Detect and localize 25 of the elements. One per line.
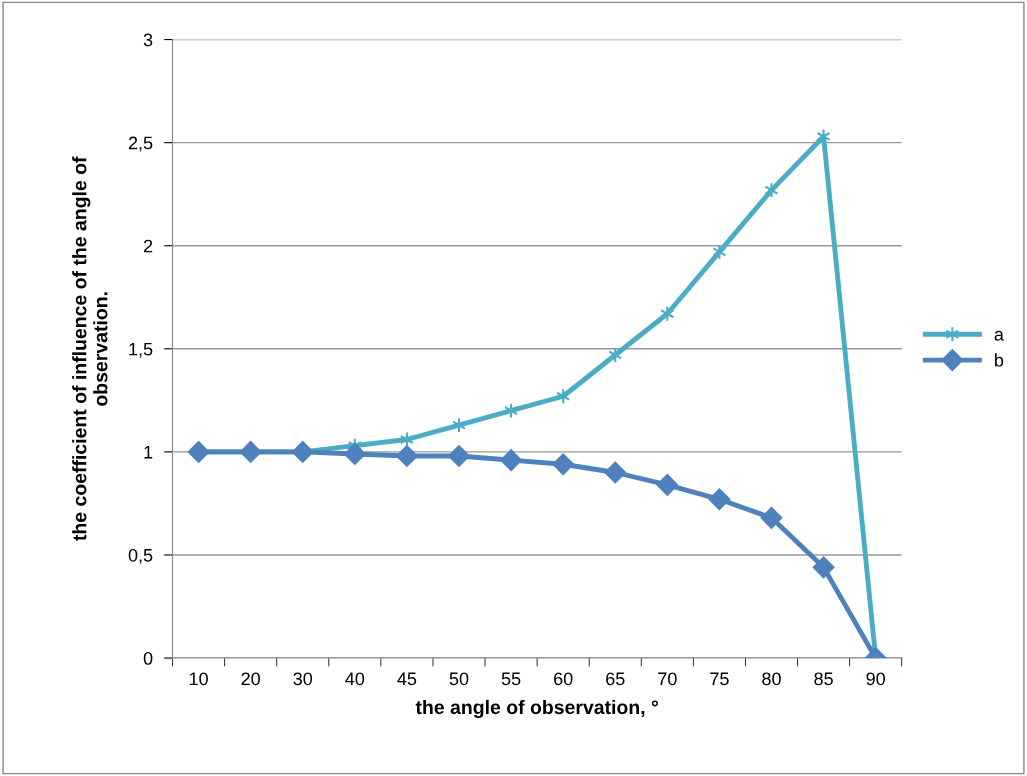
y-tick-label: 0,5 [128,548,153,564]
x-tick-label: 40 [345,672,365,686]
x-tick-label: 65 [606,672,625,686]
y-tick-label: 2,5 [128,136,153,152]
x-tick-label: 80 [762,672,781,686]
x-tick-label: 10 [189,672,208,686]
x-axis-title: the angle of observation, ° [415,699,658,719]
y-tick-label: 1,5 [129,342,153,358]
x-tick-label: 30 [293,672,313,686]
x-tick-label: 55 [501,672,521,686]
x-tick-label: 60 [554,672,573,686]
y-axis-title: the coefficient of influence of the angle of observation. [72,156,108,541]
x-tick-label: 70 [658,672,677,686]
y-tick-label: 2 [143,239,153,253]
x-tick-label: 50 [449,672,469,686]
x-tick-label: 85 [814,672,833,686]
x-tick-label: 75 [710,672,729,686]
x-tick-label: 20 [241,672,260,686]
legend-label: b [995,353,1004,367]
y-tick-label: 0 [143,651,153,665]
y-tick-label: 3 [143,33,153,47]
x-tick-label: 45 [397,672,417,686]
x-tick-label: 90 [866,672,885,686]
legend-label: a [994,330,1004,341]
y-tick-label: 1 [144,446,153,459]
